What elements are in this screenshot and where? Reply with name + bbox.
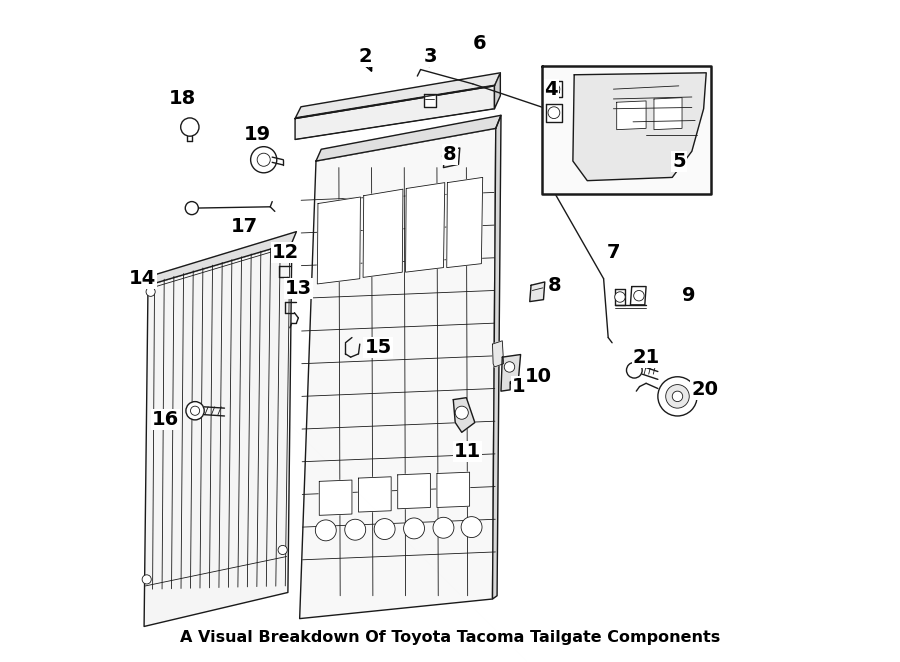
Text: 13: 13 <box>284 279 312 298</box>
Polygon shape <box>436 472 470 508</box>
Text: 2: 2 <box>358 47 372 66</box>
Circle shape <box>403 518 425 539</box>
Text: 14: 14 <box>130 269 157 288</box>
Circle shape <box>504 361 515 372</box>
Circle shape <box>281 243 290 252</box>
Circle shape <box>626 362 643 378</box>
Polygon shape <box>454 398 475 432</box>
Circle shape <box>455 406 468 419</box>
Circle shape <box>615 292 626 303</box>
Text: 8: 8 <box>443 145 457 164</box>
Text: 16: 16 <box>152 410 179 429</box>
Polygon shape <box>494 73 500 109</box>
Circle shape <box>146 287 155 297</box>
Polygon shape <box>363 189 403 277</box>
Circle shape <box>186 402 204 420</box>
Polygon shape <box>546 81 562 97</box>
Text: 12: 12 <box>272 243 299 262</box>
Polygon shape <box>546 103 562 122</box>
Circle shape <box>345 519 365 540</box>
Circle shape <box>181 118 199 136</box>
Polygon shape <box>398 473 430 509</box>
Text: 3: 3 <box>424 47 437 66</box>
Text: 18: 18 <box>168 89 195 109</box>
Circle shape <box>191 406 200 415</box>
Circle shape <box>374 518 395 540</box>
Text: 5: 5 <box>672 152 686 171</box>
Polygon shape <box>542 66 712 194</box>
Text: 1: 1 <box>512 377 526 396</box>
Polygon shape <box>148 232 296 285</box>
Polygon shape <box>616 101 646 130</box>
Circle shape <box>257 153 270 166</box>
Polygon shape <box>316 115 501 161</box>
Polygon shape <box>300 128 496 618</box>
Polygon shape <box>295 73 500 118</box>
Text: 17: 17 <box>230 217 257 236</box>
Circle shape <box>461 516 482 538</box>
Polygon shape <box>144 243 292 626</box>
Circle shape <box>142 575 151 584</box>
Text: 21: 21 <box>633 348 660 367</box>
Circle shape <box>433 517 454 538</box>
Text: 19: 19 <box>244 125 271 144</box>
Polygon shape <box>630 287 646 305</box>
Text: 9: 9 <box>682 285 696 305</box>
Circle shape <box>666 385 689 408</box>
Text: 7: 7 <box>607 243 620 262</box>
Polygon shape <box>501 355 520 391</box>
Circle shape <box>658 377 698 416</box>
Circle shape <box>548 83 560 95</box>
Circle shape <box>634 291 644 301</box>
Circle shape <box>624 152 640 167</box>
Polygon shape <box>320 480 352 515</box>
Text: A Visual Breakdown Of Toyota Tacoma Tailgate Components: A Visual Breakdown Of Toyota Tacoma Tail… <box>180 630 720 645</box>
Polygon shape <box>446 177 482 267</box>
Circle shape <box>185 201 198 214</box>
Circle shape <box>315 520 337 541</box>
Text: 4: 4 <box>544 79 558 99</box>
Polygon shape <box>406 183 445 272</box>
Text: 15: 15 <box>364 338 392 357</box>
Polygon shape <box>492 115 501 599</box>
Polygon shape <box>615 289 626 305</box>
Circle shape <box>548 107 560 118</box>
Polygon shape <box>573 73 706 181</box>
Text: 6: 6 <box>472 34 486 53</box>
Text: 8: 8 <box>548 276 562 295</box>
Polygon shape <box>424 95 436 107</box>
Text: 11: 11 <box>454 442 482 461</box>
Circle shape <box>250 147 277 173</box>
Polygon shape <box>492 341 504 367</box>
Polygon shape <box>530 282 544 302</box>
Polygon shape <box>654 97 682 130</box>
Polygon shape <box>318 197 360 284</box>
Text: 20: 20 <box>691 381 718 399</box>
Polygon shape <box>295 86 494 140</box>
Text: 10: 10 <box>525 367 552 386</box>
Polygon shape <box>358 477 392 512</box>
Circle shape <box>672 391 683 402</box>
Polygon shape <box>444 148 460 167</box>
Circle shape <box>278 545 287 555</box>
